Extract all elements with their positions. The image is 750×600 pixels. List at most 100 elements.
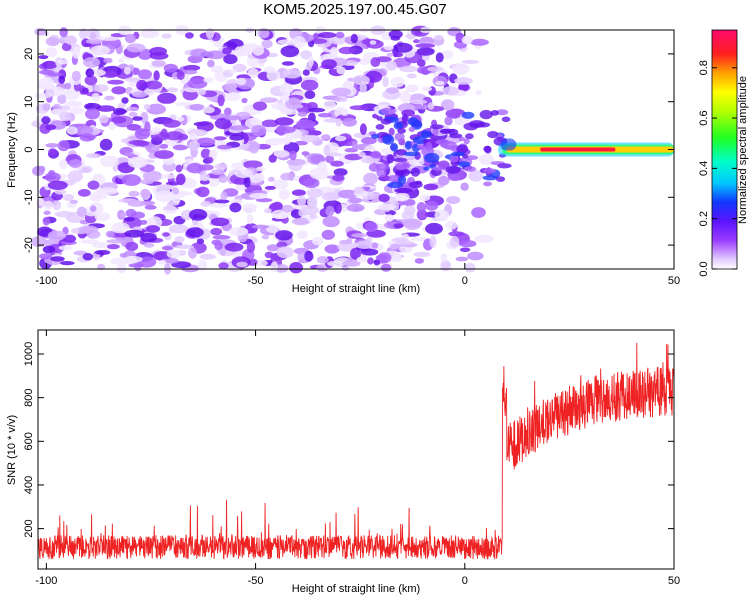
heatmap-noise-cell (87, 180, 100, 190)
heatmap-noise-cell (162, 205, 178, 214)
heatmap-signal-cell (451, 151, 466, 157)
heatmap-noise-cell (140, 28, 160, 39)
heatmap-noise-cell (224, 242, 244, 252)
heatmap-signal-cell (380, 118, 392, 125)
heatmap-noise-cell (84, 102, 101, 111)
heatmap-noise-cell (162, 232, 170, 237)
heatmap-noise-cell (264, 251, 274, 259)
heatmap-noise-cell (124, 77, 141, 82)
heatmap-noise-cell (47, 180, 68, 190)
heatmap-noise-cell (217, 94, 225, 107)
heatmap-noise-cell (342, 260, 361, 267)
heatmap-noise-cell (128, 140, 147, 145)
heatmap-noise-cell (113, 107, 127, 116)
heatmap-noise-cell (373, 259, 381, 266)
heatmap-noise-cell (125, 241, 139, 252)
heatmap-noise-cell (79, 133, 95, 142)
heatmap-noise-cell (464, 262, 476, 273)
heatmap-signal-cell (497, 163, 512, 169)
colorbar-frame (711, 29, 738, 270)
heatmap-noise-cell (410, 99, 428, 105)
heatmap-noise-cell (425, 200, 439, 211)
heatmap-noise-cell (394, 187, 413, 194)
heatmap-noise-cell (467, 251, 484, 261)
heatmap-noise-cell (289, 150, 297, 161)
heatmap-noise-cell (165, 258, 179, 264)
heatmap-noise-cell (363, 172, 378, 185)
heatmap-noise-cell (111, 86, 127, 95)
heatmap-noise-cell (92, 242, 112, 249)
heatmap-noise-cell (296, 119, 316, 129)
heatmap-noise-cell (427, 66, 444, 72)
heatmap-noise-cell (176, 70, 185, 80)
heatmap-noise-cell (350, 247, 361, 260)
heatmap-noise-cell (255, 198, 273, 203)
heatmap-signal-cell (401, 113, 408, 124)
heatmap-noise-cell (62, 193, 74, 201)
heatmap-noise-cell (107, 79, 125, 85)
heatmap-noise-cell (242, 203, 257, 214)
heatmap-noise-cell (294, 140, 308, 146)
heatmap-noise-cell (99, 114, 109, 124)
heatmap-signal-cell (449, 133, 463, 139)
heatmap-signal-cell (416, 144, 426, 150)
heatmap-noise-cell (291, 217, 311, 226)
heatmap-noise-cell (301, 151, 310, 156)
heatmap-noise-cell (312, 236, 324, 246)
heatmap-noise-cell (351, 140, 358, 150)
heatmap-noise-cell (214, 163, 228, 170)
heatmap-noise-cell (309, 38, 328, 44)
heatmap-noise-cell (437, 175, 450, 186)
heatmap-noise-cell (256, 166, 266, 172)
heatmap-noise-cell (90, 205, 97, 212)
heatmap-noise-cell (166, 87, 179, 93)
heatmap-noise-cell (175, 164, 183, 173)
colorbar-tick-label: 0.4 (698, 161, 710, 176)
heatmap-noise-cell (34, 27, 47, 36)
heatmap-noise-cell (322, 216, 340, 228)
heatmap-noise-cell (390, 35, 401, 41)
heatmap-noise-cell (61, 42, 72, 52)
heatmap-noise-cell (188, 247, 197, 259)
heatmap-signal-cell (483, 168, 496, 174)
heatmap-noise-cell (100, 155, 119, 168)
heatmap-noise-cell (38, 55, 49, 60)
heatmap-noise-cell (48, 148, 58, 156)
y-tick-label: 1000 (23, 342, 35, 366)
heatmap-noise-cell (78, 225, 99, 234)
heatmap-noise-cell (60, 261, 75, 266)
heatmap-noise-cell (184, 88, 200, 93)
heatmap-noise-cell (85, 108, 100, 120)
heatmap-noise-cell (210, 217, 230, 227)
colorbar-ticks: 0.0 0.2 0.4 0.6 0.8 (698, 60, 737, 277)
heatmap-noise-cell (332, 174, 345, 182)
heatmap-noise-cell (470, 38, 489, 46)
heatmap-noise-cell (419, 194, 431, 201)
heatmap-noise-cell (393, 52, 404, 58)
x-tick-label: 50 (668, 275, 680, 287)
heatmap-noise-cell (434, 209, 450, 222)
heatmap-noise-cell (47, 72, 64, 77)
heatmap-signal-cell (393, 157, 408, 163)
heatmap-noise-cell (416, 202, 427, 213)
heatmap-signal-cell (483, 145, 491, 153)
heatmap-noise-cell (325, 205, 335, 217)
heatmap-noise-cell (140, 179, 154, 185)
heatmap-noise-cell (246, 241, 256, 253)
heatmap-signal-cell (371, 134, 379, 139)
heatmap-noise-cell (72, 47, 81, 59)
heatmap-signal-cell (420, 130, 432, 139)
heatmap-noise-cell (279, 83, 294, 94)
heatmap-noise-cell (334, 201, 342, 214)
heatmap-noise-cell (78, 168, 92, 173)
heatmap-signal-cell (469, 120, 485, 128)
heatmap-noise-cell (356, 256, 368, 263)
x-tick-label: -100 (35, 275, 57, 287)
heatmap-noise-cell (390, 76, 405, 88)
heatmap-signal-cell (461, 111, 475, 119)
x-tick-label: 0 (462, 575, 468, 587)
heatmap-noise-cell (45, 86, 66, 97)
heatmap-noise-cell (323, 118, 340, 123)
colorbar-tick-label: 0.8 (698, 60, 710, 75)
snr-panel: -100 -50 0 50 1000 800 600 400 200 Height of st… (6, 329, 680, 595)
